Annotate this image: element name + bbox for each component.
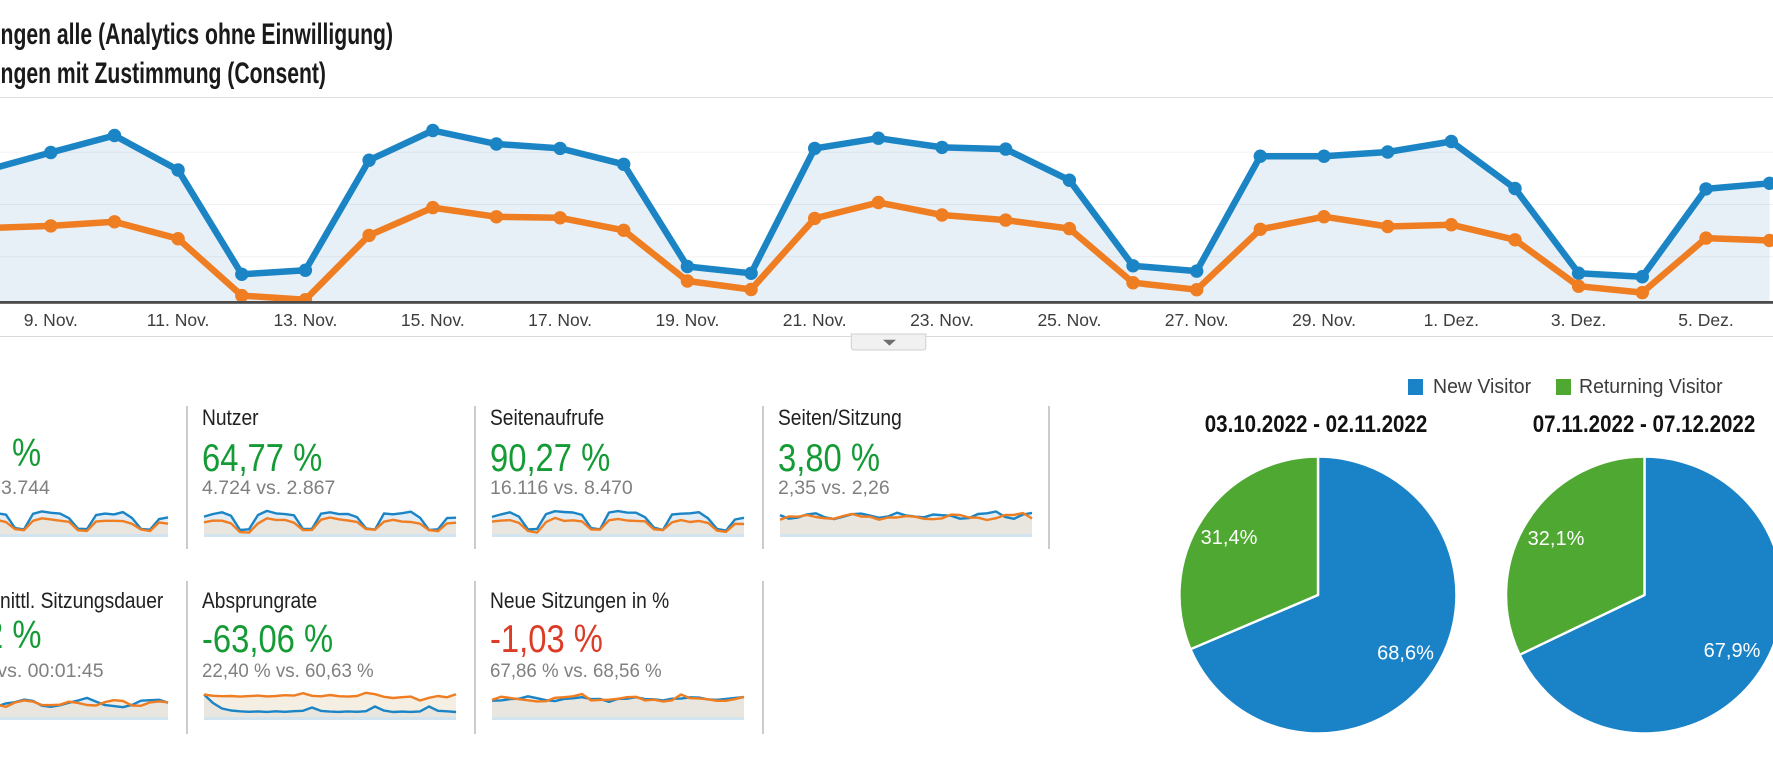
svg-text:11. Nov.: 11. Nov. (147, 310, 210, 330)
svg-text:9. Nov.: 9. Nov. (24, 310, 78, 330)
svg-text:13. Nov.: 13. Nov. (273, 310, 337, 330)
svg-text:3. Dez.: 3. Dez. (1551, 310, 1606, 330)
svg-text:29. Nov.: 29. Nov. (1292, 310, 1356, 330)
svg-text:27. Nov.: 27. Nov. (1165, 310, 1229, 330)
svg-text:21. Nov.: 21. Nov. (783, 310, 847, 330)
svg-text:31,4%: 31,4% (1201, 527, 1258, 549)
svg-text:19. Nov.: 19. Nov. (655, 310, 719, 330)
svg-text:5. Dez.: 5. Dez. (1678, 310, 1733, 330)
svg-text:1. Dez.: 1. Dez. (1424, 310, 1479, 330)
svg-text:32,1%: 32,1% (1528, 528, 1585, 550)
svg-text:67,9%: 67,9% (1704, 640, 1761, 662)
svg-text:23. Nov.: 23. Nov. (910, 310, 974, 330)
svg-text:68,6%: 68,6% (1377, 643, 1434, 665)
svg-text:15. Nov.: 15. Nov. (401, 310, 465, 330)
svg-text:17. Nov.: 17. Nov. (528, 310, 592, 330)
svg-text:25. Nov.: 25. Nov. (1037, 310, 1101, 330)
